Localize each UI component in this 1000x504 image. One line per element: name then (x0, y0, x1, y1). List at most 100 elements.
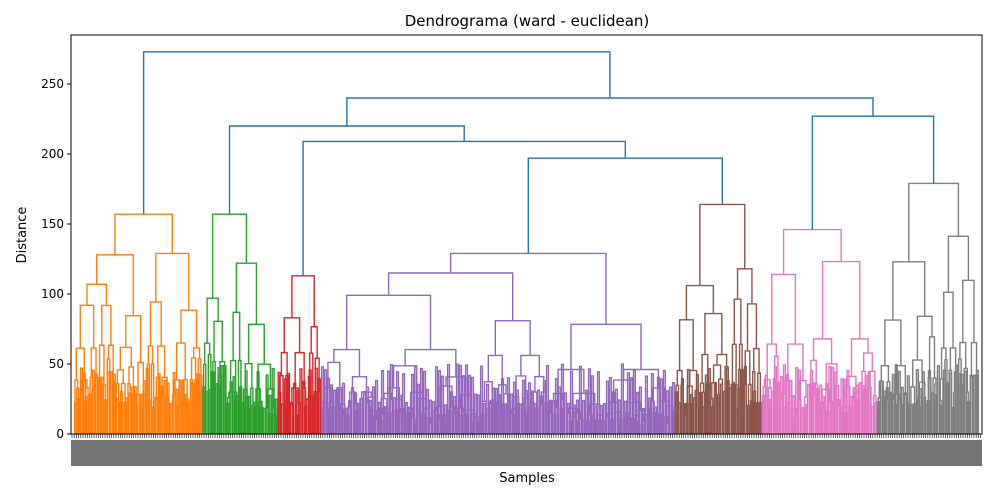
dendrogram-link (665, 390, 670, 434)
dendrogram-link (121, 404, 125, 434)
dendrogram-link (972, 374, 977, 434)
dendrogram-link (317, 378, 322, 434)
dendrogram-link (101, 304, 112, 346)
dendrogram-link (323, 369, 328, 434)
dendrogram-link (734, 407, 738, 434)
dendrogram-link (728, 387, 732, 434)
dendrogram-link (425, 388, 430, 434)
dendrogram-link (909, 404, 913, 434)
dendrogram-link (149, 301, 162, 347)
x-axis-label: Samples (499, 471, 555, 486)
dendrogram-link (569, 370, 574, 434)
dendrogram-link (326, 377, 331, 434)
dendrogram-link (253, 401, 257, 434)
dendrogram-link (302, 380, 306, 434)
dendrogram-link (581, 400, 586, 434)
dendrogram-link (563, 392, 568, 434)
dendrogram-link (884, 319, 902, 366)
dendrogram-link (608, 376, 613, 434)
dendrogram-link (771, 273, 797, 345)
dendrogram-link (533, 403, 538, 434)
dendrogram-link (350, 387, 355, 434)
dendrogram-link (746, 303, 758, 351)
dendrogram-link (136, 405, 140, 434)
dendrogram-link (157, 345, 166, 378)
dendrogram-link (428, 399, 433, 434)
dendrogram-link (680, 378, 685, 434)
dendrogram-link (383, 406, 388, 434)
dendrogram-link (740, 369, 744, 434)
dendrogram-link (353, 392, 358, 434)
dendrogram-link (969, 376, 974, 434)
dendrogram-link (572, 404, 577, 434)
y-tick-label: 50 (49, 357, 64, 371)
dendrogram-link (689, 394, 693, 434)
dendrogram-link (380, 370, 385, 434)
dendrogram-link (614, 388, 619, 434)
dendrogram-link (213, 320, 223, 362)
dendrogram-link (413, 366, 418, 434)
dendrogram-link (473, 393, 478, 434)
dendrogram-link (927, 369, 931, 434)
dendrogram-link (863, 352, 874, 372)
dendrogram-link (707, 368, 711, 434)
dendrogram-link (834, 371, 838, 434)
dendrogram-links (73, 51, 980, 434)
dendrogram-link (320, 366, 325, 434)
dendrogram-link (731, 343, 737, 385)
dendrogram-link (566, 402, 571, 434)
dendrogram-link (791, 396, 796, 434)
dendrogram-link (876, 401, 880, 434)
y-tick-label: 250 (41, 77, 64, 91)
dendrogram-link (957, 373, 962, 434)
dendrogram-link (75, 347, 85, 380)
dendrogram-link (470, 376, 475, 434)
dendrogram-link (620, 363, 625, 434)
dendrogram-link (659, 378, 664, 434)
dendrogram-link (605, 380, 610, 434)
dendrogram-link (737, 387, 741, 434)
dendrogram-link (163, 379, 167, 434)
dendrogram-link (277, 371, 281, 434)
dendrogram-link (351, 375, 368, 393)
dendrogram-link (828, 366, 832, 434)
dendrogram-link (785, 373, 790, 434)
dendrogram-link (837, 398, 841, 434)
dendrogram-link (338, 388, 343, 434)
dendrogram-link (115, 397, 119, 434)
dendrogram-link (906, 375, 910, 434)
dendrogram-link (280, 351, 288, 376)
dendrogram-link (766, 343, 778, 380)
dendrogram-link (125, 314, 142, 363)
dendrogram-link (91, 369, 96, 434)
dendrogram-link (296, 389, 300, 434)
dendrogram-link (873, 402, 877, 434)
dendrogram-link (333, 348, 361, 377)
dendrogram-link (850, 338, 869, 377)
dendrogram-link (368, 399, 373, 434)
dendrogram-link (85, 396, 90, 434)
dendrogram-link (831, 367, 835, 434)
dendrogram-link (86, 283, 108, 306)
dendrogram-link (377, 401, 382, 434)
dendrogram-link (192, 347, 201, 359)
dendrogram-link (632, 369, 637, 434)
dendrogram-link (963, 370, 968, 434)
dendrogram-link (867, 371, 871, 434)
dendrogram-link (202, 386, 206, 434)
dendrogram-link (302, 140, 627, 276)
dendrogram-link (524, 390, 529, 434)
dendrogram-link (611, 391, 616, 434)
leaf-label-band (71, 440, 982, 466)
dendrogram-link (773, 366, 778, 434)
dendrogram-link (515, 389, 520, 434)
dendrogram-link (776, 381, 781, 434)
dendrogram-link (345, 294, 432, 350)
dendrogram-link (449, 391, 454, 434)
dendrogram-link (807, 383, 811, 434)
dendrogram-link (410, 373, 415, 434)
dendrogram-link (915, 369, 919, 434)
dendrogram-link (494, 388, 499, 434)
dendrogram-link (903, 392, 907, 434)
dendrogram-link (962, 279, 975, 343)
